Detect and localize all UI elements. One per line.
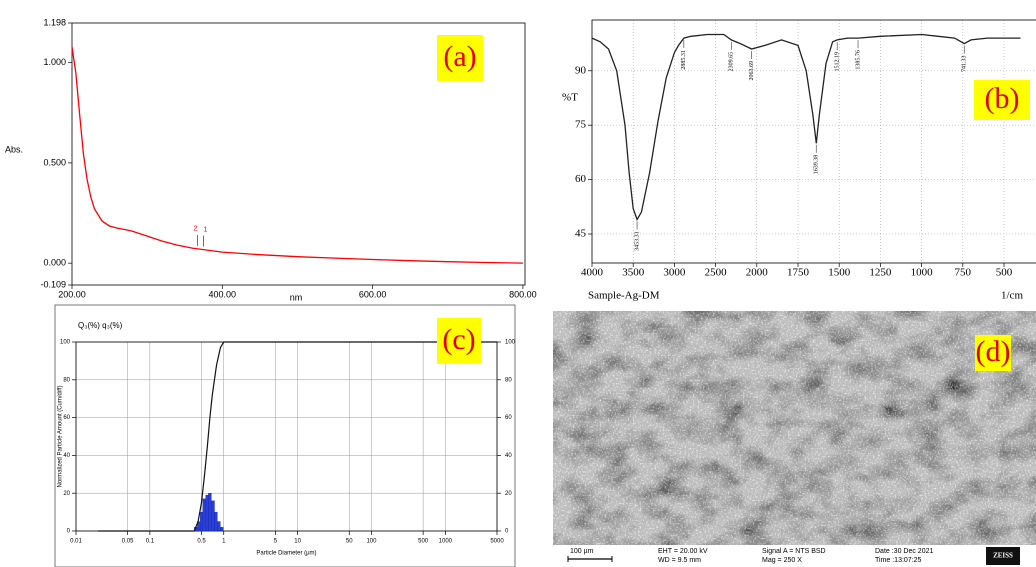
y2-tick-label: 80 xyxy=(505,377,512,383)
histogram-bar xyxy=(217,522,220,531)
sem-image xyxy=(553,311,1036,545)
x-axis-label: 1/cm xyxy=(1001,290,1023,302)
figure: -0.1090.0000.5001.0001.198200.00400.0060… xyxy=(0,0,1036,567)
y-tick-label: 0.500 xyxy=(43,157,66,167)
peak-label: 2 xyxy=(194,226,198,233)
info-text: Time :13:07:25 xyxy=(875,557,922,564)
x-tick-label: 5000 xyxy=(490,539,504,545)
x-tick-label: 500 xyxy=(996,267,1013,279)
x-axis-label: nm xyxy=(290,292,303,302)
peak-label: 1639.38 xyxy=(814,155,820,175)
peak-label: 1512.19 xyxy=(835,52,841,72)
x-tick-label: 400.00 xyxy=(209,289,237,299)
info-text: Date :30 Dec 2021 xyxy=(875,548,933,555)
x-tick-label: 0.5 xyxy=(197,539,206,545)
x-tick-label: 1 xyxy=(222,539,226,545)
x-tick-label: 4000 xyxy=(581,267,604,279)
y-tick-label: 90 xyxy=(575,64,587,76)
info-text: Signal A = NTS BSD xyxy=(762,548,826,555)
x-tick-label: 50 xyxy=(346,539,353,545)
panel-d: 100 µm EHT = 20.00 kV WD = 9.5 mm Signal… xyxy=(553,311,1036,567)
y-tick-label: 60 xyxy=(575,173,587,185)
y-tick-label: 75 xyxy=(575,119,587,131)
y-tick-label: 1.000 xyxy=(43,57,66,67)
x-tick-label: 2000 xyxy=(746,267,769,279)
plot-frame xyxy=(592,20,1036,263)
data-line xyxy=(592,35,1021,220)
x-tick-label: 0.1 xyxy=(146,539,155,545)
peak-label: 2063.69 xyxy=(749,61,755,81)
info-text: WD = 9.5 mm xyxy=(658,557,701,564)
x-tick-label: 1250 xyxy=(869,267,892,279)
x-tick-label: 1500 xyxy=(828,267,851,279)
sample-name: Sample-Ag-DM xyxy=(588,290,660,302)
panel-b: 45 60 75 90 4000 3500 3000 2500 2000 1750 1500 1250… xyxy=(562,20,1036,302)
x-tick-label: 750 xyxy=(955,267,972,279)
panel-label: (c) xyxy=(442,323,475,356)
y-tick-label: 20 xyxy=(63,491,70,497)
y-tick-label: 60 xyxy=(63,415,70,421)
y-tick-label: 0 xyxy=(67,529,71,535)
panel-label: (b) xyxy=(985,82,1020,115)
y2-tick-label: 0 xyxy=(505,529,509,535)
histogram-bar xyxy=(220,527,223,531)
peak-label: 2885.31 xyxy=(681,50,687,70)
y-tick-label: -0.109 xyxy=(40,279,66,289)
x-tick-label: 2500 xyxy=(705,267,728,279)
x-tick-label: 1000 xyxy=(911,267,934,279)
y-tick-label: 40 xyxy=(63,453,70,459)
histogram-bar xyxy=(206,495,209,531)
peak-label: 741.33 xyxy=(962,56,968,73)
y2-tick-label: 20 xyxy=(505,491,512,497)
plot-frame xyxy=(76,342,497,531)
y-tick-label: 80 xyxy=(63,377,70,383)
panel-label: (d) xyxy=(976,335,1011,368)
x-tick-label: 3500 xyxy=(622,267,645,279)
x-tick-label: 600.00 xyxy=(359,289,387,299)
y-tick-label: 1.198 xyxy=(43,17,66,27)
histogram-bar xyxy=(211,501,214,531)
scale-bar-label: 100 µm xyxy=(570,548,594,555)
panel-a: -0.109 0.000 0.500 1.000 1.198 200.00 400.00 60… xyxy=(5,17,537,302)
x-tick-label: 1750 xyxy=(787,267,810,279)
x-tick-label: 100 xyxy=(366,539,377,545)
y-axis-label: Normalized Particle Amount (Cum/diff) xyxy=(58,386,64,488)
peak-label: 2309.65 xyxy=(729,52,735,72)
panel-label: (a) xyxy=(443,40,476,73)
info-text: Mag = 250 X xyxy=(762,557,802,564)
y2-tick-label: 100 xyxy=(505,340,516,346)
y-axis-label: %T xyxy=(562,92,578,104)
histogram-bar xyxy=(208,493,211,531)
x-axis-label: Particle Diameter (μm) xyxy=(256,551,316,557)
info-text: EHT = 20.00 kV xyxy=(658,548,708,555)
chart-title: Q₃(%) q₃(%) xyxy=(78,321,123,330)
x-tick-label: 200.00 xyxy=(58,289,86,299)
y2-tick-label: 40 xyxy=(505,453,512,459)
histogram-bar xyxy=(215,512,218,531)
brand: ZEISS xyxy=(993,552,1013,560)
y-tick-label: 100 xyxy=(60,340,71,346)
x-tick-label: 3000 xyxy=(663,267,686,279)
histogram-bar xyxy=(203,499,206,531)
y2-tick-label: 60 xyxy=(505,415,512,421)
peak-label: 3453.31 xyxy=(634,231,640,251)
x-tick-label: 5 xyxy=(274,539,278,545)
y-tick-label: 45 xyxy=(575,228,587,240)
x-tick-label: 800.00 xyxy=(509,289,537,299)
x-tick-label: 1000 xyxy=(439,539,453,545)
x-tick-label: 0.01 xyxy=(70,539,82,545)
peak-label: 1385.76 xyxy=(855,50,861,69)
x-tick-label: 10 xyxy=(294,539,301,545)
x-tick-label: 500 xyxy=(418,539,429,545)
y-tick-label: 0.000 xyxy=(43,258,66,268)
x-tick-label: 0.05 xyxy=(122,539,134,545)
histogram-bar xyxy=(200,512,203,531)
y-axis-label: Abs. xyxy=(5,144,23,154)
peak-label: 1 xyxy=(204,226,208,233)
